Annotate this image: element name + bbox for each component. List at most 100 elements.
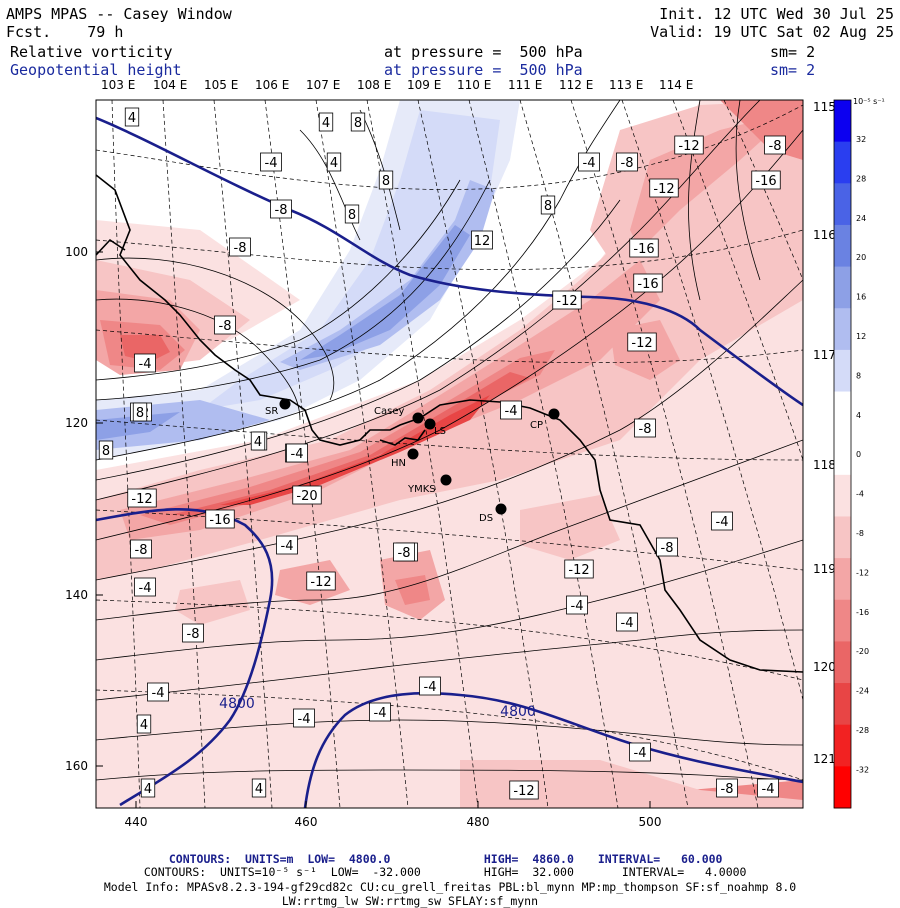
contour-label: -4	[152, 686, 165, 701]
station-label: DS	[479, 513, 493, 524]
forecast-hour: Fcst. 79 h	[6, 23, 124, 41]
geopotential-height-contours	[96, 116, 803, 808]
top-longitude-label: 105 E	[204, 78, 239, 92]
contour-label: 4	[254, 435, 262, 450]
height-contour-interval: INTERVAL= 60.000	[597, 852, 723, 866]
top-longitude-label: 109 E	[407, 78, 442, 92]
contour-label: -4	[291, 447, 304, 462]
colorbar-unit: 10⁻⁵ s⁻¹	[853, 97, 885, 106]
top-longitude-label: 108 E	[357, 78, 392, 92]
colorbar-label: 16	[856, 293, 866, 302]
contour-label: -12	[568, 563, 589, 578]
colorbar-label: -12	[856, 568, 869, 577]
colorbar-swatch	[834, 641, 851, 684]
contour-label-box	[471, 230, 493, 250]
contour-label: -12	[556, 294, 577, 309]
stations: SR Casey LS HN YMKS DS CP	[265, 398, 560, 524]
contour-label-box	[344, 204, 360, 224]
field2-name: Geopotential height	[10, 61, 182, 79]
contour-label: 12	[474, 234, 491, 249]
contour-label: -12	[310, 575, 331, 590]
contour-label: -12	[653, 182, 674, 197]
contour-label: 4	[140, 718, 148, 733]
contour-label-box	[260, 152, 282, 172]
contour-label-box	[566, 595, 588, 615]
contour-label: 4	[322, 116, 330, 131]
top-longitude-label: 113 E	[609, 78, 644, 92]
contour-label: 8	[354, 116, 362, 131]
contour-label: -16	[637, 277, 658, 292]
contour-label-box	[656, 537, 678, 557]
station-label: HN	[391, 458, 406, 469]
field2-level: at pressure = 500 hPa	[384, 61, 583, 79]
colorbar-swatch	[834, 308, 851, 351]
contour-label-box	[751, 170, 781, 190]
contour-label: -4	[762, 782, 775, 797]
colorbar-label: -32	[856, 765, 869, 774]
height-contour-label: 4800	[500, 704, 536, 720]
colorbar-swatch	[834, 349, 851, 393]
model-info-radiation: LW:rrtmg_lw SW:rrtmg_sw SFLAY:sf_mynn	[281, 894, 539, 908]
contour-label: -8	[234, 241, 247, 256]
station-marker	[424, 418, 436, 430]
top-longitude-label: 110 E	[457, 78, 492, 92]
contour-label: -12	[513, 784, 534, 799]
contour-label-box	[306, 571, 336, 591]
contour-label-box	[393, 542, 415, 562]
station-marker	[279, 398, 291, 410]
contour-label: 8	[136, 406, 144, 421]
colorbar-swatch	[834, 100, 851, 143]
top-longitude-label: 111 E	[508, 78, 543, 92]
contour-label: -16	[209, 513, 230, 528]
contour-label-box	[286, 443, 308, 463]
colorbar-swatch	[834, 391, 851, 434]
station-marker	[407, 448, 419, 460]
vorticity-contour-interval: INTERVAL= 4.0000	[621, 865, 747, 879]
contour-label-box	[229, 237, 251, 257]
contour-label: 8	[102, 444, 110, 459]
contour-label: -4	[139, 357, 152, 372]
contour-label: 4	[144, 782, 152, 797]
field1-name: Relative vorticity	[10, 43, 173, 61]
top-longitude-label: 103 E	[101, 78, 136, 92]
axis-ticks: 440 460 480 500 100 120 140 160	[65, 245, 661, 829]
colorbar-swatch	[834, 266, 851, 309]
field1-smoothing: sm= 2	[770, 43, 816, 61]
positive-vorticity-shading	[96, 100, 520, 460]
contour-label-box	[130, 539, 152, 559]
contour-label-box	[214, 315, 236, 335]
contour-label: -8	[187, 627, 200, 642]
contour-labels: 4 4 8 -4 4 8 8 8 12 8 4 -4 -8 -8 -8 -4 -4 -8 -12 -8 -16 -12 -1…	[98, 107, 786, 800]
contour-label-box	[378, 170, 394, 190]
chart-title: AMPS MPAS -- Casey Window	[6, 5, 232, 23]
contour-label: 8	[348, 208, 356, 223]
contour-label-box	[629, 238, 659, 258]
contour-label: -4	[265, 156, 278, 171]
contour-label: -12	[131, 492, 152, 507]
station-label: Casey	[374, 406, 404, 417]
contour-label-box	[140, 778, 156, 798]
vorticity-contour-info: CONTOURS: UNITS=10⁻⁵ s⁻¹ LOW= -32.000	[143, 865, 421, 879]
contour-label: 8	[544, 199, 552, 214]
contour-label: -4	[374, 706, 387, 721]
init-time: Init. 12 UTC Wed 30 Jul 25	[659, 5, 894, 23]
x-tick-label: 500	[639, 815, 662, 829]
contour-label-box	[182, 623, 204, 643]
colorbar-swatch	[834, 433, 851, 476]
station-label: YMKS	[407, 484, 436, 495]
contour-label-box	[136, 714, 152, 734]
top-longitude-label: 114 E	[659, 78, 694, 92]
top-longitude-label: 104 E	[153, 78, 188, 92]
station-marker	[412, 412, 424, 424]
contour-label: -4	[583, 156, 596, 171]
contour-label: -4	[139, 581, 152, 596]
contour-label-box	[419, 676, 441, 696]
contour-label-box	[369, 702, 391, 722]
contour-label-box	[292, 485, 322, 505]
colorbar-label: 8	[856, 371, 861, 380]
vorticity-contour-high: HIGH= 32.000	[483, 865, 574, 879]
contour-label-box	[500, 400, 522, 420]
colorbar-label: -24	[856, 687, 869, 696]
height-contour-info: CONTOURS: UNITS=m LOW= 4800.0	[168, 852, 391, 866]
contour-label-box	[132, 402, 148, 422]
